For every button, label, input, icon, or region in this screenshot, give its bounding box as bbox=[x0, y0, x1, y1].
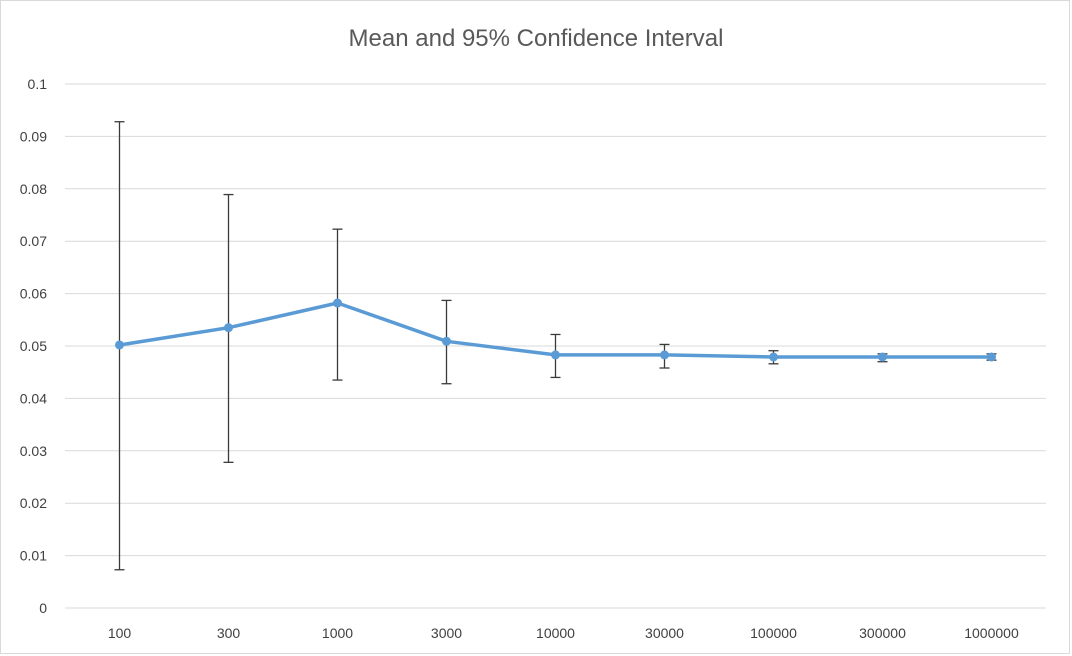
y-tick-label: 0.06 bbox=[20, 286, 47, 302]
y-tick-label: 0.05 bbox=[20, 338, 47, 354]
y-tick-label: 0.07 bbox=[20, 233, 47, 249]
data-point bbox=[115, 340, 124, 350]
x-tick-label: 3000 bbox=[431, 625, 462, 641]
y-tick-label: 0.1 bbox=[28, 76, 48, 92]
x-tick-label: 10000 bbox=[536, 625, 575, 641]
data-point bbox=[878, 352, 887, 362]
x-tick-label: 30000 bbox=[645, 625, 684, 641]
x-axis-ticks: 100 300 1000 3000 10000 30000 100000 300000 1000… bbox=[108, 625, 1019, 641]
x-tick-label: 300 bbox=[217, 625, 241, 641]
data-points bbox=[115, 298, 996, 362]
x-tick-label: 1000 bbox=[322, 625, 353, 641]
data-point bbox=[224, 323, 233, 333]
x-tick-label: 100000 bbox=[750, 625, 797, 641]
y-tick-label: 0.09 bbox=[20, 128, 47, 144]
y-tick-label: 0.01 bbox=[20, 548, 47, 564]
data-point bbox=[987, 352, 996, 362]
y-tick-label: 0.08 bbox=[20, 181, 47, 197]
y-tick-label: 0.03 bbox=[20, 443, 47, 459]
data-point bbox=[442, 336, 451, 346]
chart-title: Mean and 95% Confidence Interval bbox=[349, 25, 724, 52]
x-tick-label: 1000000 bbox=[964, 625, 1019, 641]
data-point bbox=[660, 350, 669, 360]
y-axis-ticks: 0 0.01 0.02 0.03 0.04 0.05 0.06 0.07 0.08 0.09 0.1 bbox=[20, 76, 47, 616]
data-point bbox=[769, 352, 778, 362]
y-tick-label: 0.04 bbox=[20, 390, 47, 406]
y-tick-label: 0 bbox=[39, 600, 47, 616]
data-point bbox=[333, 298, 342, 308]
data-point bbox=[551, 350, 560, 360]
x-tick-label: 300000 bbox=[859, 625, 906, 641]
x-tick-label: 100 bbox=[108, 625, 132, 641]
y-tick-label: 0.02 bbox=[20, 495, 47, 511]
